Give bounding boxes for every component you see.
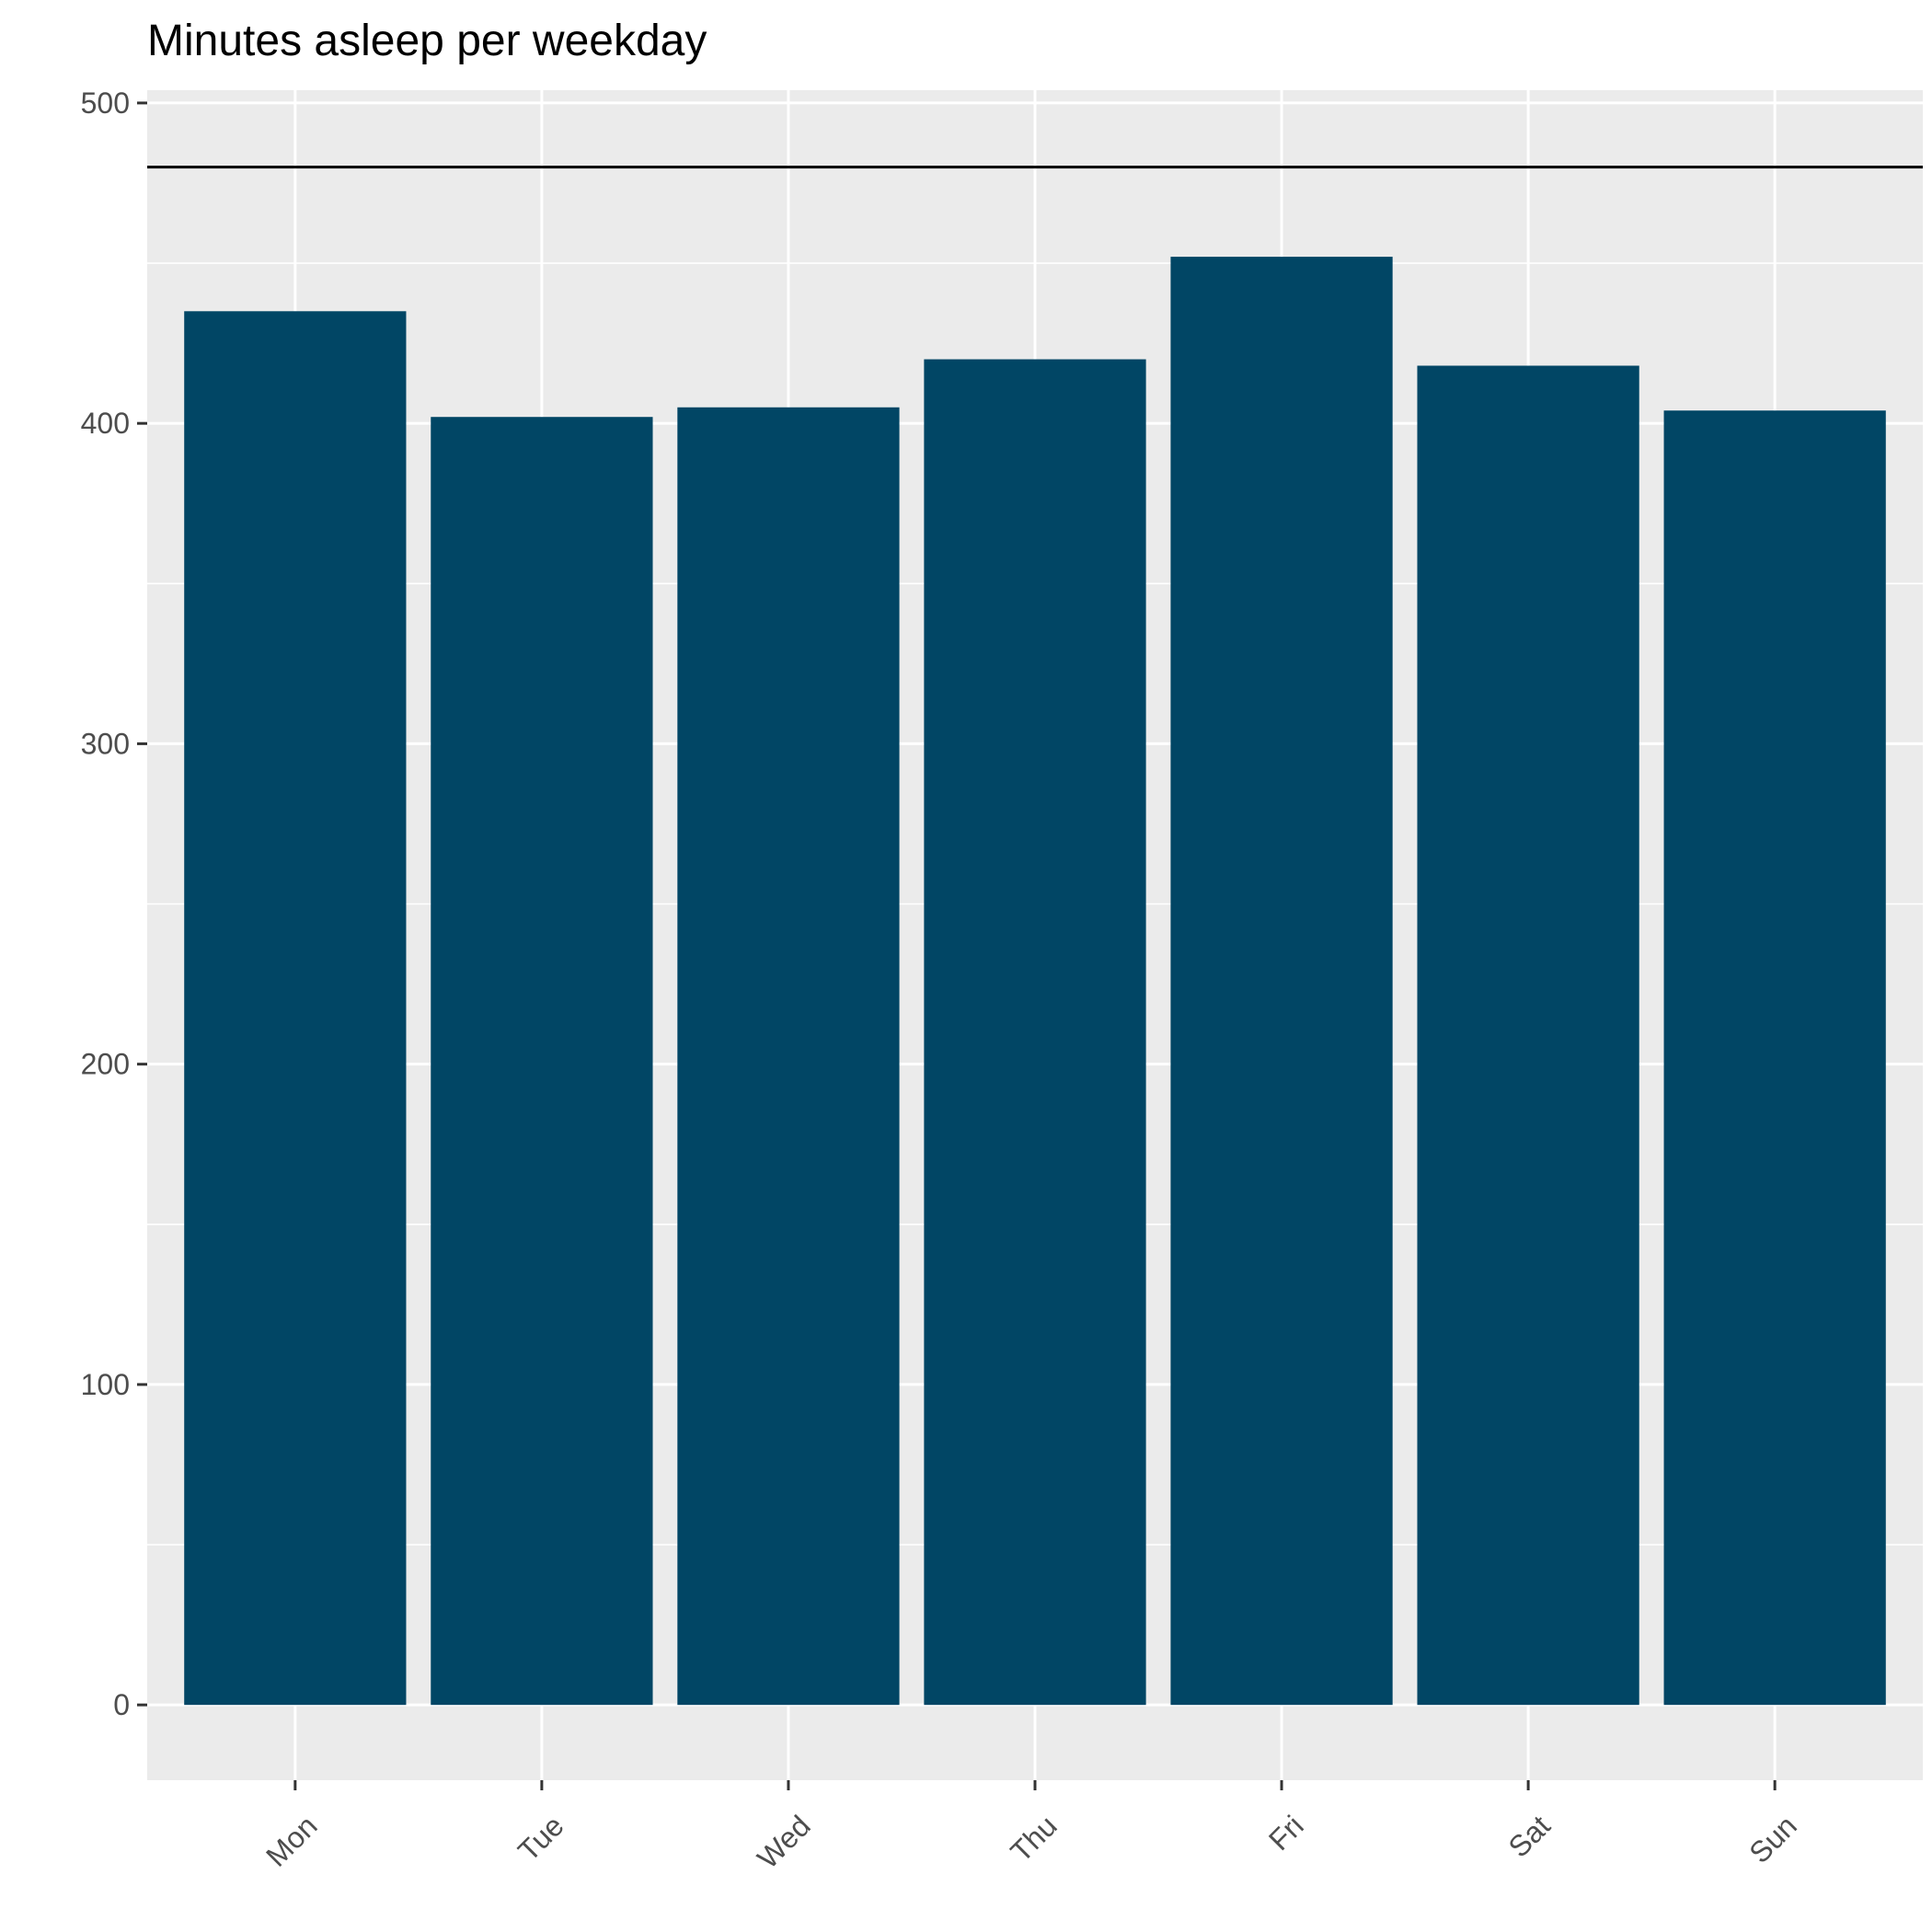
x-tick-label: Tue — [512, 1809, 570, 1868]
x-tick-label: Wed — [751, 1809, 817, 1875]
bar-thu — [924, 359, 1146, 1706]
y-tick-label: 400 — [81, 407, 130, 440]
y-tick-label: 500 — [81, 86, 130, 120]
y-tick-label: 300 — [81, 727, 130, 760]
y-axis: 0 100 200 300 400 500 — [81, 86, 147, 1721]
x-tick-label: Mon — [259, 1809, 323, 1872]
bar-tue — [431, 417, 653, 1706]
y-tick-label: 100 — [81, 1368, 130, 1401]
y-tick-label: 200 — [81, 1048, 130, 1081]
x-tick-label: Thu — [1004, 1809, 1063, 1868]
bar-fri — [1170, 257, 1393, 1706]
x-axis: Mon Tue Wed Thu Fri Sat Sun — [259, 1780, 1803, 1875]
bar-sat — [1417, 365, 1639, 1706]
bar-sun — [1663, 410, 1886, 1706]
y-tick-label: 0 — [113, 1688, 130, 1721]
chart-title: Minutes asleep per weekday — [147, 17, 707, 65]
x-tick-label: Fri — [1262, 1809, 1310, 1857]
bar-wed — [677, 407, 900, 1706]
x-tick-label: Sun — [1742, 1809, 1803, 1869]
bar-mon — [184, 311, 407, 1706]
x-tick-label: Sat — [1501, 1809, 1556, 1863]
bars — [184, 257, 1886, 1706]
